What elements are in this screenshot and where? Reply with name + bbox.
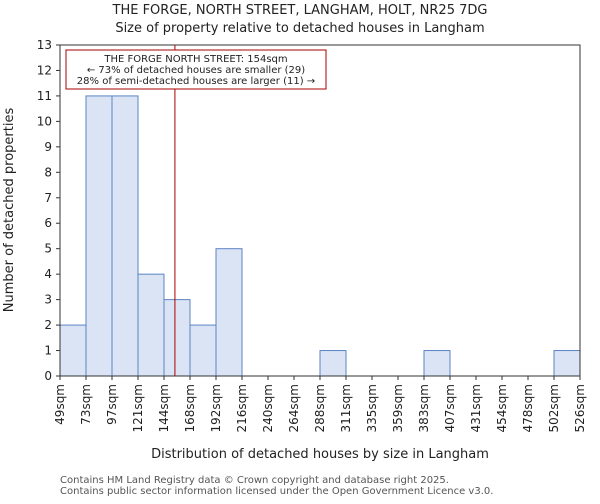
bar-144sqm (163, 299, 191, 377)
x-tick-label: 168sqm (183, 384, 197, 432)
y-tick-label: 11 (37, 89, 52, 103)
chart-subtitle: Size of property relative to detached ho… (115, 21, 484, 36)
x-tick-label: 359sqm (391, 384, 405, 432)
x-tick-label: 502sqm (547, 384, 561, 432)
annotation-line-3: 28% of semi-detached houses are larger (… (77, 76, 315, 87)
y-tick-label: 4 (44, 267, 52, 281)
bar-73sqm (85, 95, 113, 377)
x-tick-label: 311sqm (339, 384, 353, 432)
y-tick-label: 2 (44, 318, 52, 332)
bar-383sqm (423, 350, 451, 377)
x-tick-label: 264sqm (287, 384, 301, 432)
bar-49sqm (59, 324, 87, 377)
x-axis-label: Distribution of detached houses by size … (151, 447, 489, 462)
x-tick-label: 407sqm (443, 384, 457, 432)
x-tick-label: 288sqm (313, 384, 327, 432)
y-tick-label: 0 (44, 369, 52, 383)
y-tick-label: 12 (37, 63, 52, 77)
footer-line-2: Contains public sector information licen… (60, 486, 493, 497)
y-tick-label: 10 (37, 114, 52, 128)
annotation-frame (65, 49, 327, 90)
bar-502sqm (553, 350, 581, 377)
y-tick-label: 5 (44, 242, 52, 256)
x-tick-label: 383sqm (417, 384, 431, 432)
x-tick-label: 144sqm (157, 384, 171, 432)
bar-97sqm (111, 95, 139, 377)
y-axis-label: Number of detached properties (2, 108, 17, 313)
y-tick-label: 3 (44, 293, 52, 307)
bars-group (59, 95, 581, 377)
plot-frame (59, 44, 581, 377)
annotation-line-2: ← 73% of detached houses are smaller (29… (87, 65, 305, 76)
x-tick-label: 454sqm (495, 384, 509, 432)
x-tick-label: 97sqm (105, 384, 119, 425)
y-tick-label: 9 (44, 140, 52, 154)
x-tick-label: 192sqm (209, 384, 223, 432)
x-ticks-group: 49sqm 73sqm 97sqm 121sqm 144sqm 168sqm 192sqm 2… (53, 376, 587, 432)
footer-line-1: Contains HM Land Registry data © Crown c… (60, 475, 449, 486)
y-tick-label: 1 (44, 344, 52, 358)
x-tick-label: 73sqm (79, 384, 93, 425)
x-tick-label: 49sqm (53, 384, 67, 425)
bar-288sqm (319, 350, 347, 377)
y-tick-label: 6 (44, 216, 52, 230)
x-tick-label: 121sqm (131, 384, 145, 432)
chart-title: THE FORGE, NORTH STREET, LANGHAM, HOLT, … (112, 3, 488, 18)
x-tick-label: 240sqm (261, 384, 275, 432)
x-tick-label: 335sqm (365, 384, 379, 432)
y-tick-label: 13 (37, 38, 52, 52)
bar-168sqm (189, 324, 217, 377)
x-tick-label: 526sqm (573, 384, 587, 432)
x-tick-label: 478sqm (521, 384, 535, 432)
annotation-box: THE FORGE NORTH STREET: 154sqm ← 73% of … (65, 49, 327, 90)
y-tick-label: 8 (44, 165, 52, 179)
annotation-line-1: THE FORGE NORTH STREET: 154sqm (103, 54, 287, 65)
x-tick-label: 431sqm (469, 384, 483, 432)
y-tick-label: 7 (44, 191, 52, 205)
bar-192sqm (215, 248, 243, 377)
x-tick-label: 216sqm (235, 384, 249, 432)
bar-121sqm (137, 273, 165, 377)
